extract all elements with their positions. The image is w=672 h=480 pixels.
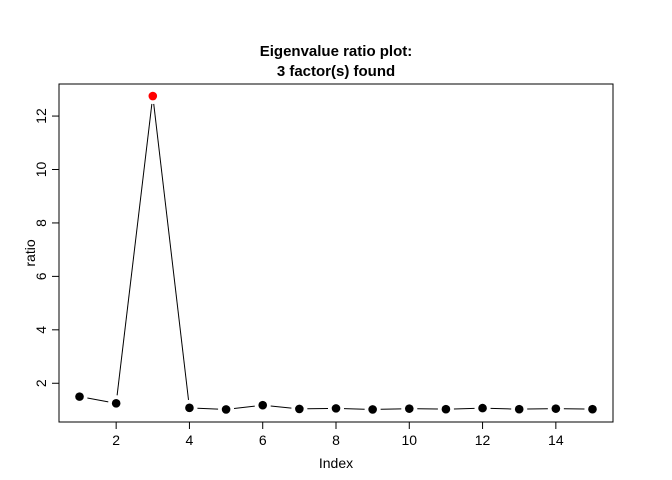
x-tick-label: 4	[186, 432, 194, 448]
x-tick-label: 2	[112, 432, 120, 448]
data-point	[478, 403, 487, 413]
y-tick-label: 4	[33, 326, 49, 334]
data-point	[111, 398, 121, 408]
series-line-segment	[116, 103, 153, 396]
data-point	[221, 405, 231, 414]
data-point	[258, 400, 268, 410]
plot-frame	[58, 83, 614, 423]
series-line-segment	[270, 405, 292, 409]
chart-title-line-1: Eigenvalue ratio plot:	[260, 43, 413, 60]
x-tick-label: 12	[475, 432, 491, 448]
y-tick-label: 8	[33, 219, 49, 227]
series-line-segment	[153, 103, 190, 400]
x-tick-label: 8	[332, 432, 340, 448]
data-point	[441, 404, 451, 414]
data-point	[75, 392, 84, 401]
data-point	[185, 403, 194, 413]
x-tick-label: 6	[259, 432, 267, 448]
series-line-segment	[490, 407, 512, 410]
series-line-segment	[453, 407, 475, 410]
series-line-segment	[197, 407, 219, 410]
y-tick-label: 6	[33, 272, 49, 280]
data-point	[404, 404, 414, 413]
series-line-segment	[343, 408, 365, 410]
y-tick-label: 10	[33, 162, 49, 178]
y-tick-label: 2	[33, 379, 49, 387]
chart-title-line-2: 3 factor(s) found	[277, 63, 395, 80]
data-point	[295, 404, 304, 414]
data-point	[514, 404, 524, 414]
x-tick-label: 10	[401, 432, 417, 448]
y-axis-label: ratio	[22, 239, 38, 266]
series-line-segment	[87, 397, 109, 403]
x-tick-label: 14	[548, 432, 564, 448]
series-layer	[75, 91, 597, 414]
data-point	[331, 404, 341, 413]
data-point	[368, 405, 377, 414]
data-point	[588, 404, 597, 414]
x-axis: 2 4 6 8 10 12 14	[112, 421, 564, 448]
y-axis: 2 4 6 8 10 12	[33, 108, 60, 387]
series-line-segment	[233, 405, 255, 410]
data-point	[551, 404, 561, 413]
highlight-point	[148, 91, 158, 101]
x-axis-label: Index	[319, 455, 353, 471]
y-tick-label: 12	[33, 108, 49, 124]
